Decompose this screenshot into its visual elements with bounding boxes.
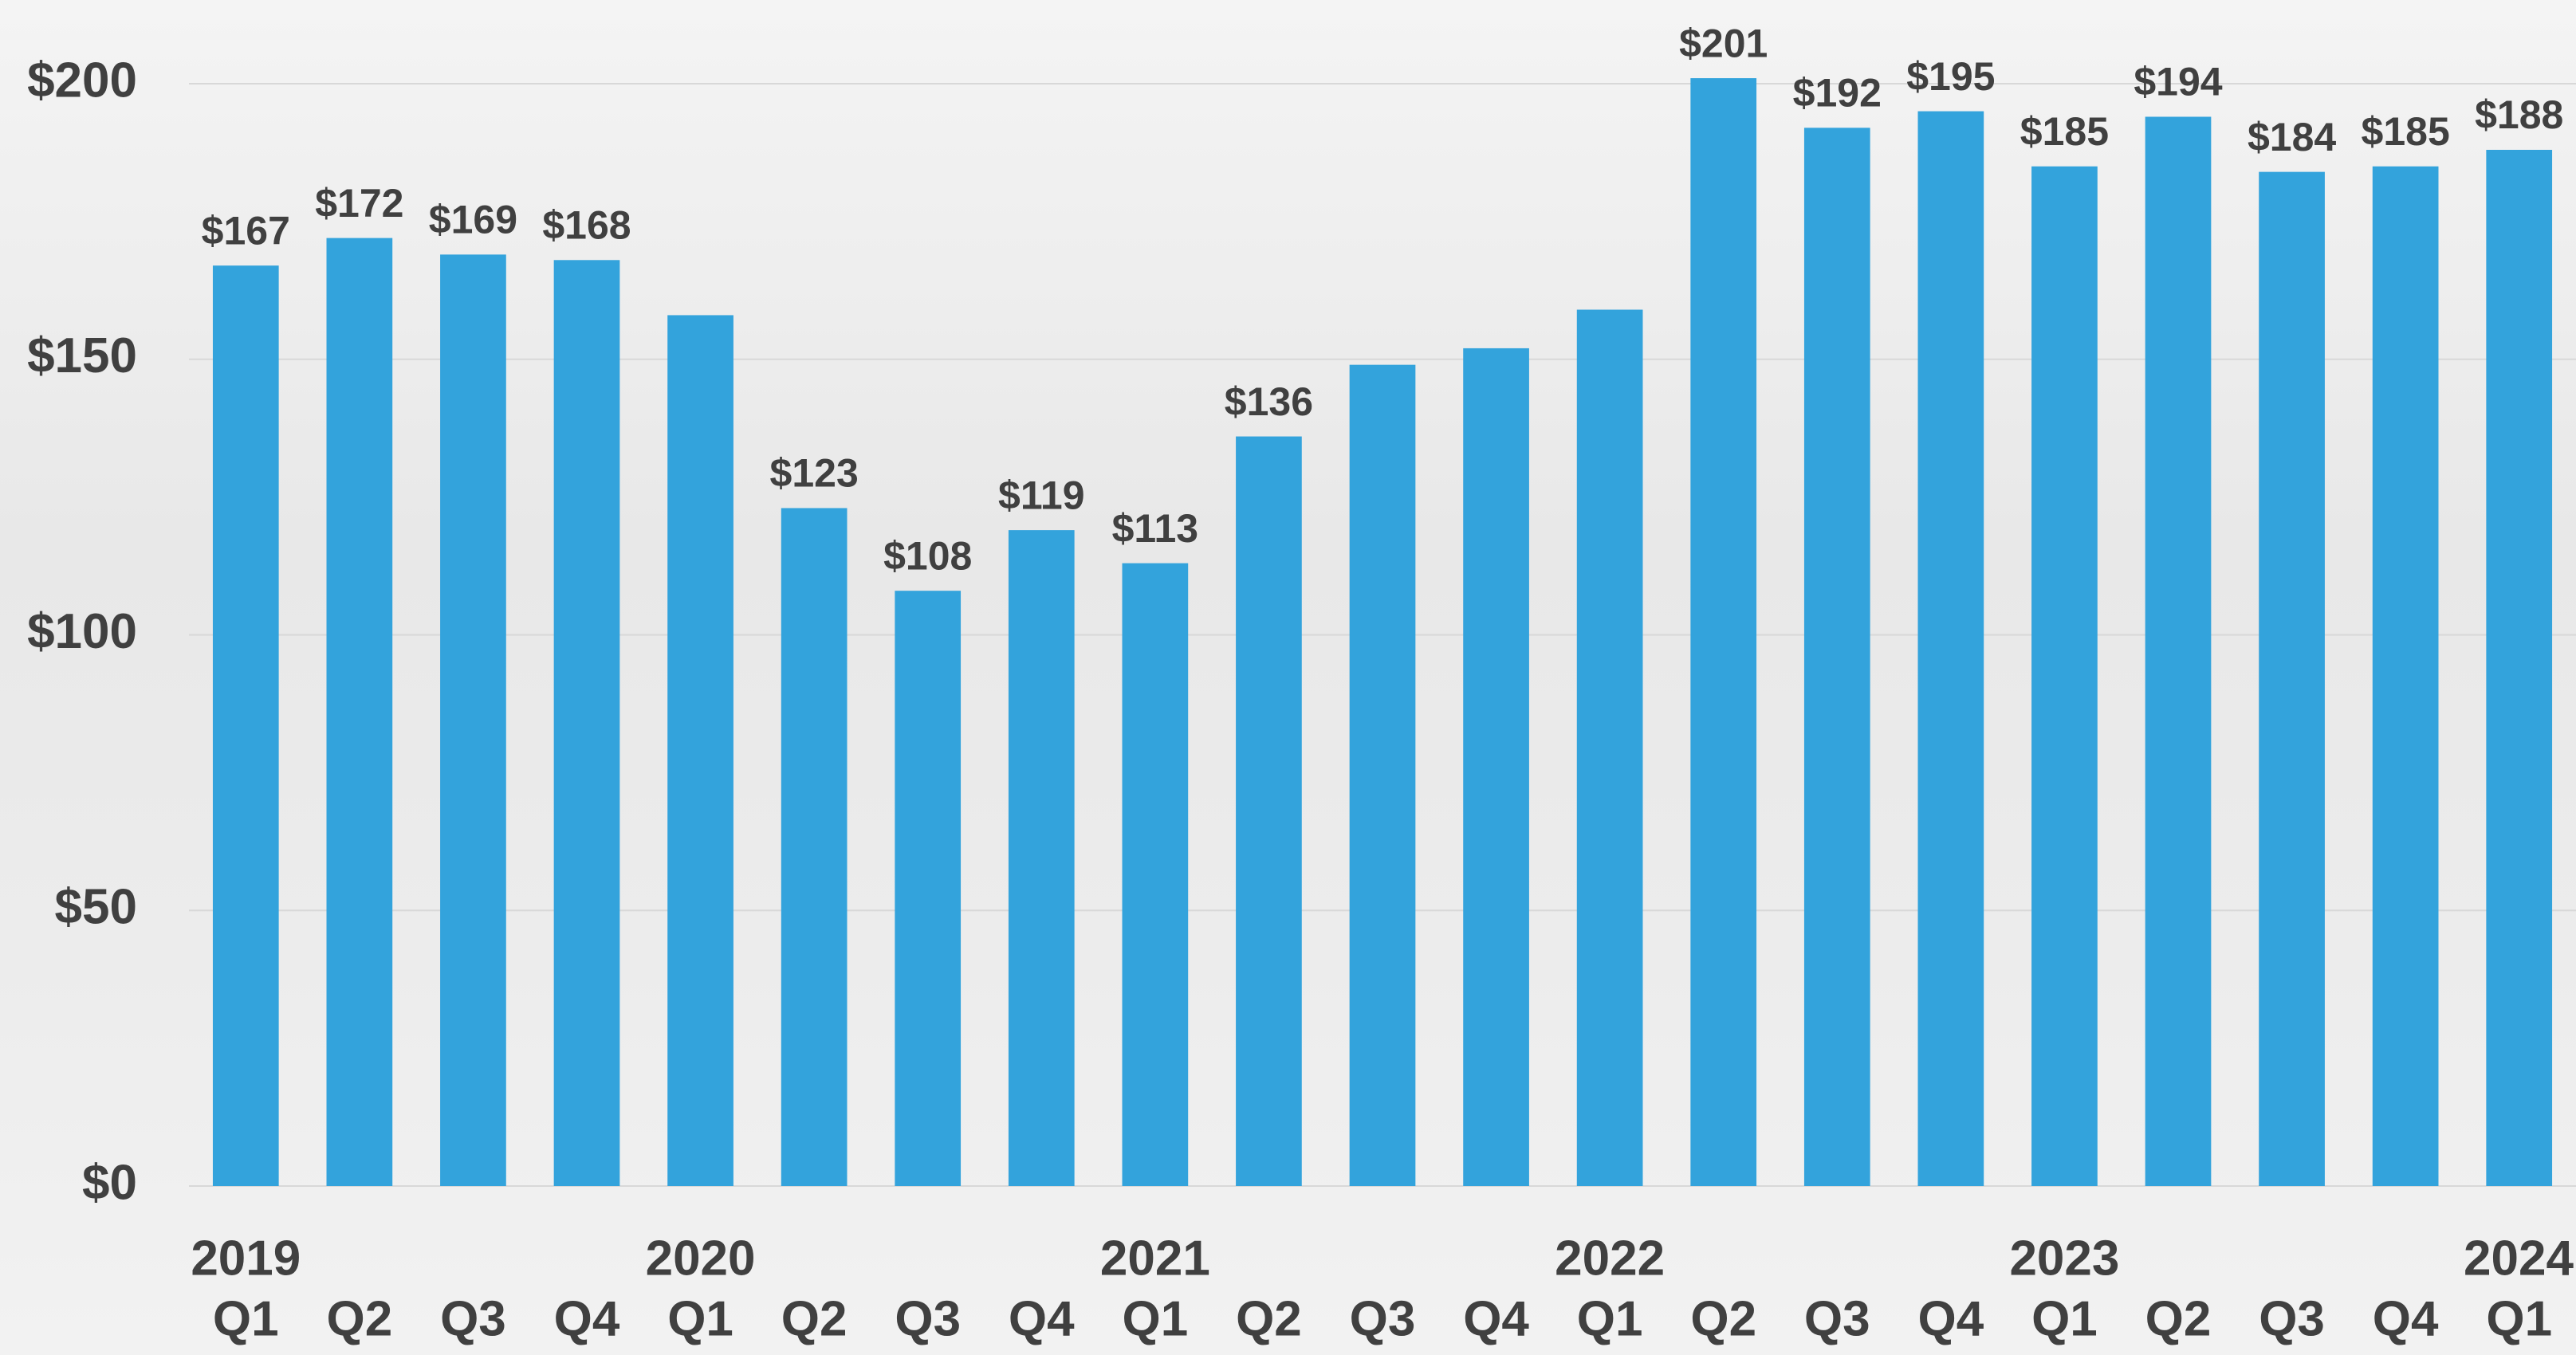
data-label: $108 [883, 533, 972, 578]
bar [1009, 530, 1075, 1186]
x-tick-label: Q3 [2259, 1291, 2325, 1346]
data-label: $184 [2248, 115, 2336, 159]
x-tick-label: Q1 [1122, 1291, 1188, 1346]
bar [1804, 128, 1870, 1186]
y-tick-label: $50 [55, 880, 137, 935]
x-year-label: 2019 [191, 1231, 301, 1286]
bar [2486, 150, 2552, 1186]
data-label: $185 [2362, 109, 2450, 154]
data-label: $172 [315, 181, 403, 226]
bar [440, 254, 506, 1186]
bar [1123, 564, 1189, 1186]
x-tick-label: Q3 [440, 1291, 506, 1346]
bar [554, 260, 620, 1186]
bar [895, 591, 961, 1186]
bar [667, 315, 733, 1186]
y-tick-label: $0 [82, 1155, 137, 1210]
bar [1350, 365, 1416, 1186]
bar [2259, 172, 2325, 1186]
data-label: $188 [2475, 92, 2563, 137]
data-label: $194 [2134, 60, 2222, 104]
page: $0$50$100$150$200$1672019Q1$172Q2$169Q3$… [0, 0, 2576, 1355]
x-tick-label: Q1 [2031, 1291, 2098, 1346]
bar [1463, 348, 1529, 1186]
x-tick-label: Q4 [1009, 1291, 1075, 1346]
bar [2373, 167, 2439, 1186]
data-label: $113 [1112, 506, 1198, 551]
y-tick-label: $100 [27, 604, 137, 659]
x-year-label: 2020 [646, 1231, 756, 1286]
x-year-label: 2023 [2009, 1231, 2119, 1286]
y-tick-label: $150 [27, 328, 137, 383]
data-label: $123 [770, 451, 859, 496]
bar [1918, 112, 1984, 1186]
bar [1690, 78, 1756, 1186]
chart: $0$50$100$150$200$1672019Q1$172Q2$169Q3$… [0, 0, 2576, 1355]
x-tick-label: Q2 [326, 1291, 392, 1346]
y-tick-label: $200 [27, 53, 137, 108]
x-tick-label: Q2 [2145, 1291, 2212, 1346]
x-tick-label: Q3 [1804, 1291, 1870, 1346]
bar [2031, 167, 2098, 1186]
x-tick-label: Q2 [1236, 1291, 1302, 1346]
x-tick-label: Q4 [2373, 1291, 2439, 1346]
x-tick-label: Q1 [1577, 1291, 1643, 1346]
x-tick-label: Q1 [667, 1291, 733, 1346]
data-label: $119 [998, 473, 1084, 517]
x-tick-label: Q4 [1917, 1291, 1984, 1346]
data-label: $185 [2020, 109, 2109, 154]
data-label: $195 [1906, 54, 1995, 99]
data-label: $167 [202, 208, 290, 253]
bar [213, 265, 279, 1186]
x-tick-label: Q4 [1463, 1291, 1529, 1346]
data-label: $192 [1793, 71, 1882, 116]
data-label: $169 [429, 198, 517, 242]
x-year-label: 2022 [1555, 1231, 1665, 1286]
data-label: $201 [1679, 21, 1768, 65]
bar [327, 238, 393, 1186]
x-tick-label: Q2 [781, 1291, 848, 1346]
bar [2145, 116, 2212, 1186]
x-tick-label: Q3 [895, 1291, 961, 1346]
bar [1236, 437, 1302, 1186]
x-tick-label: Q1 [2486, 1291, 2552, 1346]
x-tick-label: Q2 [1690, 1291, 1756, 1346]
x-year-label: 2024 [2464, 1231, 2574, 1286]
bar [1577, 310, 1643, 1186]
x-tick-label: Q1 [213, 1291, 279, 1346]
x-tick-label: Q4 [554, 1291, 620, 1346]
bar [781, 508, 848, 1186]
x-tick-label: Q3 [1350, 1291, 1416, 1346]
data-label: $168 [542, 202, 631, 247]
x-year-label: 2021 [1100, 1231, 1210, 1286]
data-label: $136 [1225, 379, 1313, 424]
